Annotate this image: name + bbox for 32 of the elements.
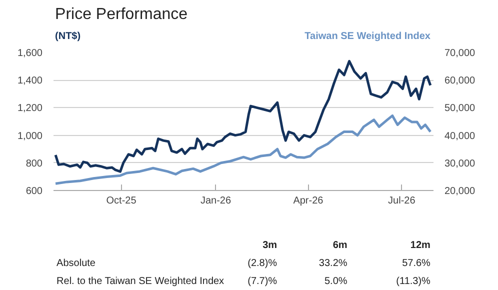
- y2-tick-label: 30,000: [444, 158, 476, 170]
- y2-tick-label: 50,000: [444, 103, 476, 114]
- text: (7.7)%: [248, 276, 278, 287]
- x-tick-label: Oct-25: [106, 196, 137, 206]
- y-tick-label: 1,200: [17, 103, 43, 114]
- y-tick-label: 1,600: [17, 48, 43, 59]
- x-tick-label: Jul-26: [388, 196, 416, 206]
- text: (2.8)%: [248, 258, 278, 269]
- text: Taiwan SE Weighted Index: [304, 31, 431, 42]
- chart-title: Price Performance: [55, 6, 188, 23]
- text: 5.0%: [324, 276, 348, 287]
- line-series: [54, 114, 432, 185]
- y-tick-label: 1,400: [17, 76, 43, 87]
- text: 3m: [262, 240, 278, 251]
- text: 6m: [332, 240, 348, 251]
- x-tick-label: Jan-26: [200, 196, 232, 206]
- y2-tick-label: 20,000: [444, 186, 476, 197]
- y-tick-label: 600: [26, 186, 43, 197]
- text: (11.3)%: [396, 276, 431, 287]
- y2-tick-label: 60,000: [444, 76, 476, 87]
- text: 33.2%: [318, 258, 348, 269]
- text: 12m: [410, 240, 431, 251]
- y-tick-label: 1,000: [17, 130, 43, 142]
- y2-tick-label: 40,000: [444, 130, 476, 142]
- text: Absolute: [56, 258, 96, 269]
- y-axis-title: (NT$): [55, 31, 81, 42]
- y2-tick-label: 70,000: [444, 48, 476, 59]
- text: Rel. to the Taiwan SE Weighted Index: [56, 276, 224, 287]
- line-series: [54, 60, 432, 173]
- y-tick-label: 800: [26, 158, 43, 170]
- text: 57.6%: [402, 258, 431, 269]
- x-tick-label: Apr-26: [293, 196, 324, 206]
